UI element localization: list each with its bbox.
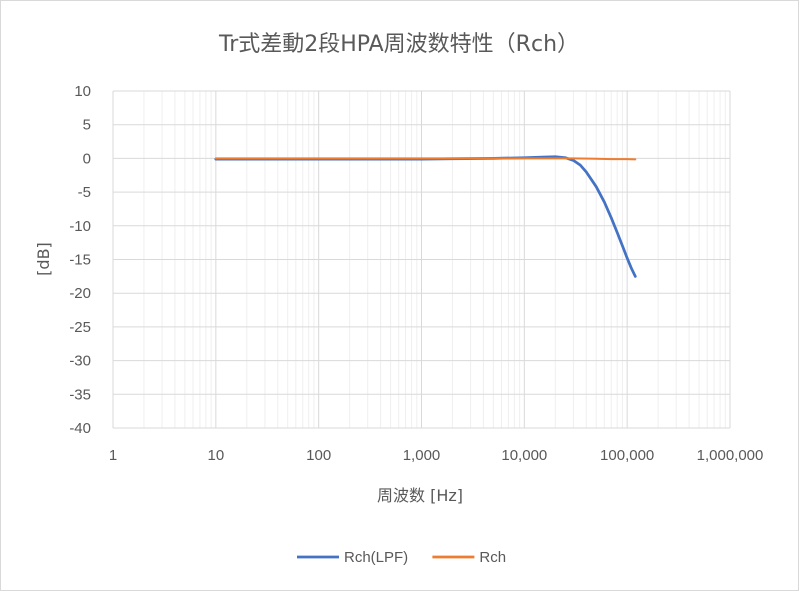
y-axis-ticks: 10 5 0 -5 -10 -15 -20 -25 -30 -35 -40 xyxy=(69,83,91,437)
y-tick-label: -15 xyxy=(69,252,91,269)
legend-label: Rch xyxy=(479,549,506,566)
y-tick-label: -5 xyxy=(78,184,91,201)
legend-label: Rch(LPF) xyxy=(344,549,408,566)
y-tick-label: -20 xyxy=(69,285,91,302)
legend: Rch(LPF) Rch xyxy=(297,549,506,566)
y-tick-label: -25 xyxy=(69,319,91,336)
x-tick-label: 100,000 xyxy=(600,447,654,464)
y-tick-label: -10 xyxy=(69,218,91,235)
y-tick-label: -40 xyxy=(69,420,91,437)
chart-title: Tr式差動2段HPA周波数特性（Rch） xyxy=(218,32,579,57)
x-axis-title: 周波数 [Hz] xyxy=(377,486,463,505)
y-axis-title: [dB] xyxy=(34,242,53,276)
y-tick-label: -35 xyxy=(69,386,91,403)
series-line-rch-lpf xyxy=(214,155,637,278)
x-tick-label: 1 xyxy=(109,447,117,464)
x-tick-label: 10,000 xyxy=(501,447,547,464)
y-tick-label: 5 xyxy=(83,117,91,134)
y-tick-label: 0 xyxy=(83,150,91,167)
x-tick-label: 1,000 xyxy=(403,447,441,464)
x-tick-label: 100 xyxy=(306,447,331,464)
y-tick-label: 10 xyxy=(74,83,91,100)
grid xyxy=(112,90,731,429)
x-tick-label: 1,000,000 xyxy=(697,447,764,464)
x-axis-ticks: 1 10 100 1,000 10,000 100,000 1,000,000 xyxy=(109,447,764,464)
x-tick-label: 10 xyxy=(207,447,224,464)
plot-series xyxy=(214,155,637,278)
y-tick-label: -30 xyxy=(69,353,91,370)
series-line-rch xyxy=(214,157,637,161)
